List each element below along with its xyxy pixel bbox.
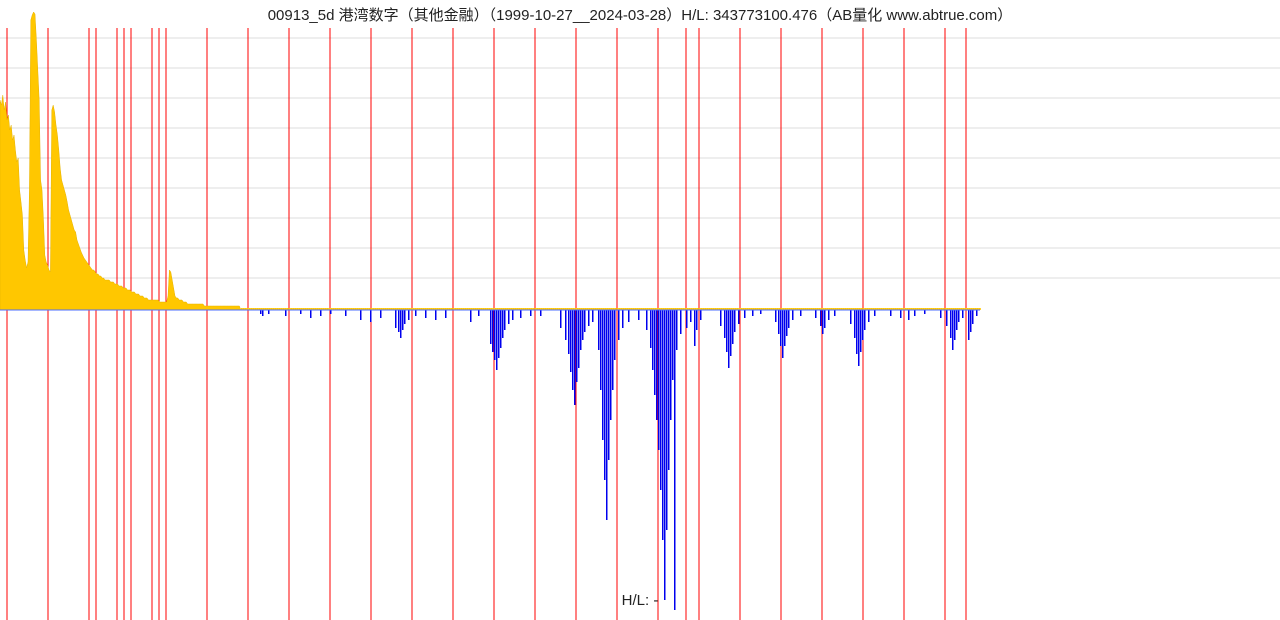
- chart-container: 00913_5d 港湾数字（其他金融）（1999-10-27__2024-03-…: [0, 0, 1280, 620]
- chart-title: 00913_5d 港湾数字（其他金融）（1999-10-27__2024-03-…: [0, 4, 1280, 25]
- footer-label: H/L: -: [0, 592, 1280, 609]
- chart-svg: [0, 0, 1280, 620]
